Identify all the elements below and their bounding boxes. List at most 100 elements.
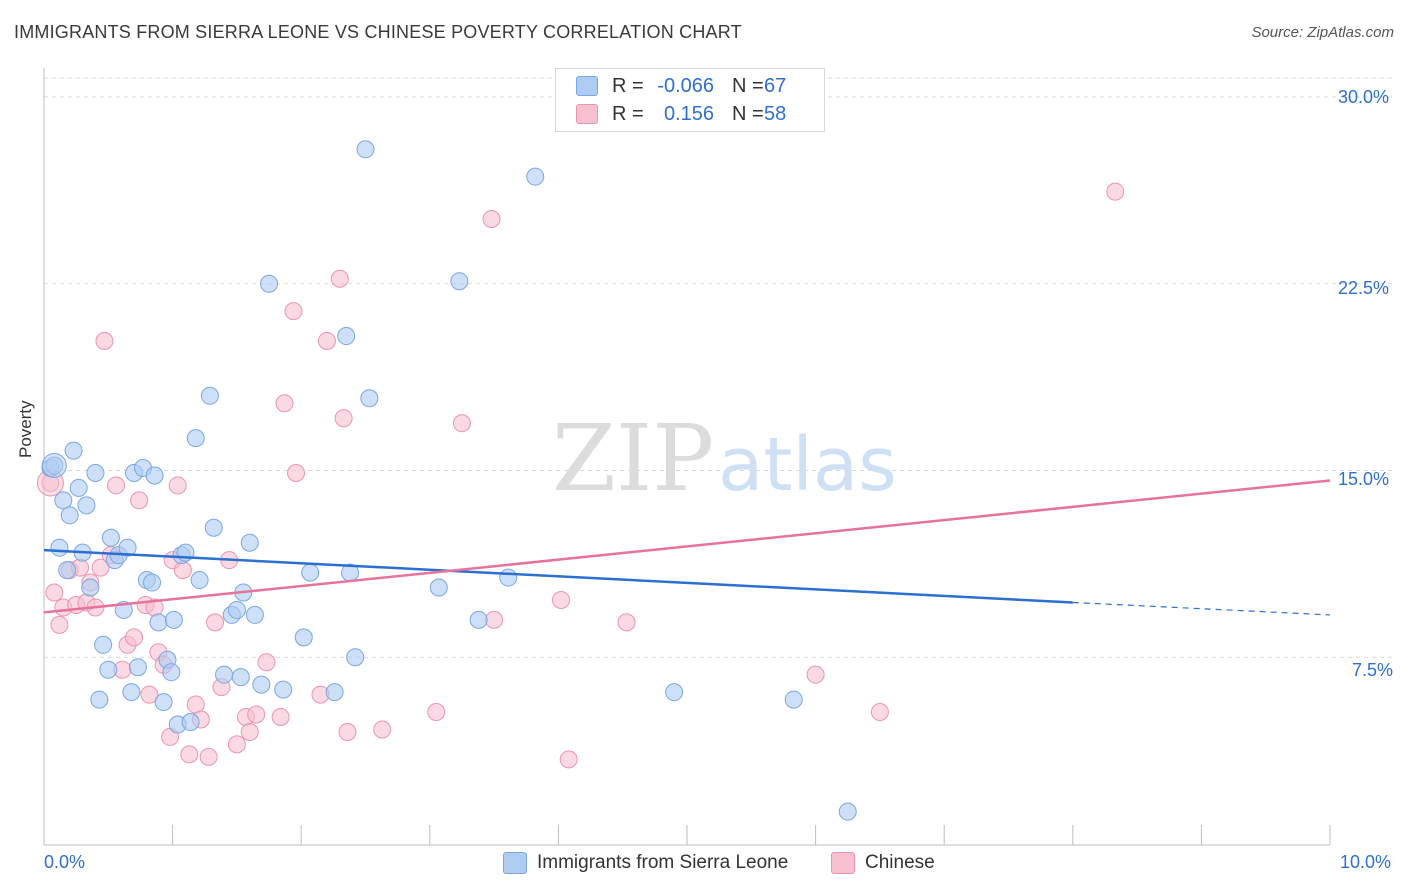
sierra-leone-point <box>90 690 109 709</box>
y-tick-label-7-5: 7.5% <box>1352 660 1394 680</box>
chinese-point <box>287 463 306 482</box>
legend-item-sierra-leone: Immigrants from Sierra Leone <box>503 852 788 874</box>
legend-swatch-pink <box>831 852 855 874</box>
legend-n-value: 67 <box>764 74 787 97</box>
y-axis-label-text: Poverty <box>16 400 35 458</box>
chinese-point <box>452 414 471 433</box>
sierra-leone-point <box>118 538 137 557</box>
sierra-leone-point <box>784 690 803 709</box>
watermark-zip: ZIP <box>552 405 714 512</box>
legend-n-label: N = <box>732 74 764 97</box>
sierra-leone-point <box>337 327 356 346</box>
legend-r-value: -0.066 <box>657 74 714 97</box>
sierra-leone-point <box>164 610 183 629</box>
watermark-atlas: atlas <box>718 422 897 508</box>
sierra-leone-point <box>101 528 120 547</box>
legend-swatch-pink <box>576 104 598 124</box>
chinese-point <box>482 210 501 229</box>
sierra-leone-point <box>204 518 223 537</box>
sierra-leone-point <box>122 683 141 702</box>
legend-r-value: 0.156 <box>663 102 714 125</box>
axes <box>43 68 1331 846</box>
legend-n-value: 58 <box>764 102 787 125</box>
sierra-leone-point <box>60 506 79 525</box>
chinese-trend-line <box>43 479 1331 614</box>
chinese-point <box>186 695 205 714</box>
sierra-leone-point <box>429 578 448 597</box>
sierra-leone-point <box>69 478 88 497</box>
sierra-leone-point <box>346 648 365 667</box>
chinese-point <box>206 613 225 632</box>
sierra-leone-point <box>145 466 164 485</box>
x-tick-label-min: 0.0% <box>44 852 86 872</box>
legend-item-chinese: Chinese <box>831 852 935 874</box>
sierra-leone-point <box>86 463 105 482</box>
chinese-point <box>91 558 110 577</box>
chinese-point <box>180 745 199 764</box>
sierra-leone-point <box>469 610 488 629</box>
chinese-point <box>284 302 303 321</box>
chinese-point <box>551 590 570 609</box>
sierra-leone-point <box>665 683 684 702</box>
chinese-point <box>338 722 357 741</box>
chinese-point <box>373 720 392 739</box>
sierra-leone-point <box>162 663 181 682</box>
sierra-leone-point <box>143 573 162 592</box>
sierra-leone-point <box>154 693 173 712</box>
sierra-leone-point <box>231 668 250 687</box>
chinese-point <box>130 491 149 510</box>
chinese-point <box>168 476 187 495</box>
sierra-leone-point <box>99 660 118 679</box>
sierra-leone-point <box>274 680 293 699</box>
sierra-leone-point <box>181 712 200 731</box>
chinese-point <box>870 703 889 722</box>
chinese-point <box>107 476 126 495</box>
sierra-leone-point <box>360 389 379 408</box>
trend-lines <box>43 479 1331 616</box>
chinese-point <box>1106 182 1125 201</box>
sierra-leone-point <box>450 272 469 291</box>
y-tick-label-30: 30.0% <box>1338 87 1390 107</box>
sierra-leone-point <box>325 683 344 702</box>
sierra-leone-point <box>200 386 219 405</box>
sierra-leone-point <box>77 496 96 515</box>
sierra-leone-point <box>81 578 100 597</box>
legend-n-label: N = <box>732 102 764 125</box>
legend-label-sierra-leone: Immigrants from Sierra Leone <box>537 852 789 873</box>
x-tick-label-max: 10.0% <box>1340 852 1392 872</box>
chinese-point <box>275 394 294 413</box>
chinese-point <box>125 628 144 647</box>
chinese-point <box>427 703 446 722</box>
chinese-point <box>199 747 218 766</box>
sierra-leone-point <box>260 274 279 293</box>
sierra-leone-point <box>838 802 857 821</box>
legend-row-sierra-leone: R = -0.066 N = 67 <box>576 73 786 99</box>
sierra-leone-point <box>245 605 264 624</box>
source-label: Source: ZipAtlas.com <box>1251 24 1394 41</box>
sierra-leone-point <box>215 665 234 684</box>
sierra-leone-point <box>41 453 67 479</box>
series-legend: Immigrants from Sierra Leone Chinese <box>0 852 1406 878</box>
legend-r-label: R = <box>612 102 644 125</box>
chart-title: IMMIGRANTS FROM SIERRA LEONE VS CHINESE … <box>14 22 742 42</box>
chinese-point <box>257 653 276 672</box>
chinese-point <box>334 409 353 428</box>
watermark: ZIP atlas <box>552 405 897 512</box>
legend-r-label: R = <box>612 74 644 97</box>
chinese-point <box>806 665 825 684</box>
sierra-leone-point <box>128 658 147 677</box>
chinese-point <box>559 750 578 769</box>
sierra-leone-point <box>240 533 259 552</box>
chinese-point <box>317 332 336 351</box>
chinese-point <box>227 735 246 754</box>
correlation-legend: R = -0.066 N = 67 R = 0.156 N = 58 <box>555 68 825 132</box>
sierra-leone-point <box>64 441 83 460</box>
sierra-leone-point <box>301 563 320 582</box>
sierra-leone-point <box>186 429 205 448</box>
chinese-point <box>140 685 159 704</box>
sierra-leone-point <box>252 675 271 694</box>
sierra-leone-point <box>356 140 375 159</box>
sierra-leone-point <box>499 568 518 587</box>
chinese-point <box>240 722 259 741</box>
